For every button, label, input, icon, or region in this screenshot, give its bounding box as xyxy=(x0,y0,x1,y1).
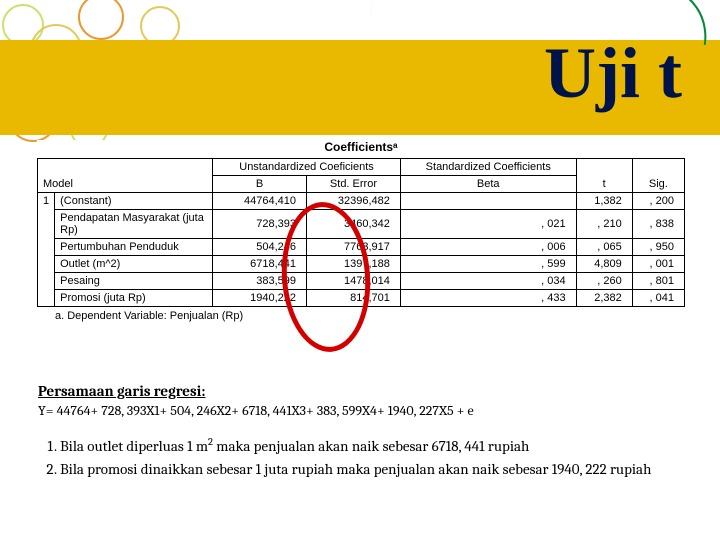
cell-t: 2,382 xyxy=(576,290,632,307)
coefficients-table: Model Unstandardized Coeficients Standar… xyxy=(37,158,685,307)
table-row: Pendapatan Masyarakat (juta Rp)728,39334… xyxy=(38,210,685,239)
col-b: B xyxy=(213,176,307,193)
cell-b: 1940,222 xyxy=(213,290,307,307)
cell-beta xyxy=(400,193,576,210)
cell-se: 32396,482 xyxy=(307,193,401,210)
slide-title: Uji t xyxy=(544,32,682,115)
cell-t: , 065 xyxy=(576,239,632,256)
interpretation-list: Bila outlet diperluas 1 m2 maka penjuala… xyxy=(38,436,686,483)
cell-sig: , 041 xyxy=(632,290,684,307)
cell-t: , 210 xyxy=(576,210,632,239)
cell-t: , 260 xyxy=(576,273,632,290)
model-no: 1 xyxy=(38,193,55,307)
interpretation-item: Bila promosi dinaikkan sebesar 1 juta ru… xyxy=(60,460,686,479)
col-t: t xyxy=(576,159,632,193)
col-model: Model xyxy=(38,159,213,193)
interpretation-item: Bila outlet diperluas 1 m2 maka penjuala… xyxy=(60,436,686,456)
table-footnote: a. Dependent Variable: Penjualan (Rp) xyxy=(37,307,685,322)
cell-sig: , 200 xyxy=(632,193,684,210)
cell-sig: , 950 xyxy=(632,239,684,256)
row-label: Pesaing xyxy=(55,273,213,290)
cell-sig: , 838 xyxy=(632,210,684,239)
row-label: Pertumbuhan Penduduk xyxy=(55,239,213,256)
regression-equation: Y= 44764+ 728, 393X1+ 504, 246X2+ 6718, … xyxy=(38,402,686,419)
table-row: Promosi (juta Rp)1940,222814,701, 4332,3… xyxy=(38,290,685,307)
cell-beta: , 034 xyxy=(400,273,576,290)
coefficients-table-wrap: Coefficientsᵃ Model Unstandardized Coefi… xyxy=(37,140,685,322)
row-label: (Constant) xyxy=(55,193,213,210)
colgroup-std: Standardized Coefficients xyxy=(400,159,576,176)
cell-t: 1,382 xyxy=(576,193,632,210)
cell-b: 6718,441 xyxy=(213,256,307,273)
regression-heading: Persamaan garis regresi: xyxy=(38,382,686,400)
col-stderr: Std. Error xyxy=(307,176,401,193)
cell-b: 504,246 xyxy=(213,239,307,256)
cell-se: 7763,917 xyxy=(307,239,401,256)
col-sig: Sig. xyxy=(632,159,684,193)
cell-se: 1397,188 xyxy=(307,256,401,273)
cell-beta: , 006 xyxy=(400,239,576,256)
cell-b: 383,599 xyxy=(213,273,307,290)
table-row: Pertumbuhan Penduduk504,2467763,917, 006… xyxy=(38,239,685,256)
colgroup-unstd: Unstandardized Coeficients xyxy=(213,159,401,176)
cell-se: 1478,014 xyxy=(307,273,401,290)
row-label: Pendapatan Masyarakat (juta Rp) xyxy=(55,210,213,239)
table-row: Outlet (m^2)6718,4411397,188, 5994,809, … xyxy=(38,256,685,273)
row-label: Outlet (m^2) xyxy=(55,256,213,273)
table-row: Pesaing383,5991478,014, 034, 260, 801 xyxy=(38,273,685,290)
cell-se: 3460,342 xyxy=(307,210,401,239)
cell-sig: , 801 xyxy=(632,273,684,290)
cell-sig: , 001 xyxy=(632,256,684,273)
cell-b: 44764,410 xyxy=(213,193,307,210)
cell-beta: , 433 xyxy=(400,290,576,307)
cell-t: 4,809 xyxy=(576,256,632,273)
row-label: Promosi (juta Rp) xyxy=(55,290,213,307)
cell-beta: , 599 xyxy=(400,256,576,273)
col-beta: Beta xyxy=(400,176,576,193)
cell-b: 728,393 xyxy=(213,210,307,239)
cell-se: 814,701 xyxy=(307,290,401,307)
cell-beta: , 021 xyxy=(400,210,576,239)
table-row: 1(Constant)44764,41032396,4821,382, 200 xyxy=(38,193,685,210)
table-title: Coefficientsᵃ xyxy=(37,140,685,154)
